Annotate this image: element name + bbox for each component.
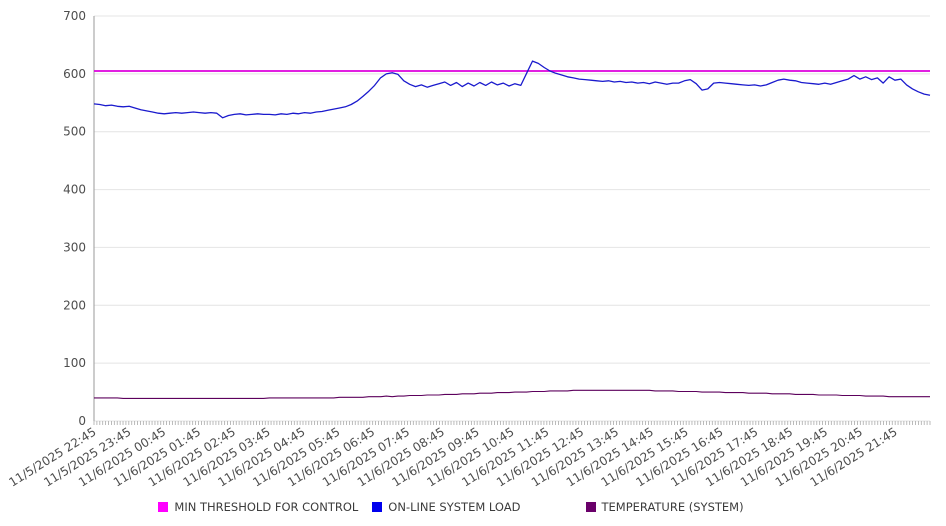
y-tick-label: 400 (63, 183, 86, 197)
legend-swatch-magenta-icon (158, 502, 169, 512)
legend-item-system-load[interactable]: ON-LINE SYSTEM LOAD (372, 500, 521, 514)
y-tick-label: 700 (63, 9, 86, 23)
y-tick-label: 500 (63, 125, 86, 139)
y-tick-label: 200 (63, 298, 86, 312)
series-line-2 (94, 389, 930, 399)
legend-item-min-threshold[interactable]: MIN THRESHOLD FOR CONTROL (158, 500, 358, 514)
legend-label-min-threshold: MIN THRESHOLD FOR CONTROL (174, 500, 359, 514)
legend-item-temperature[interactable]: TEMPERATURE (SYSTEM) (585, 500, 744, 514)
legend-swatch-blue-icon (372, 502, 383, 512)
legend-swatch-purple-icon (585, 502, 596, 512)
y-tick-label: 0 (78, 414, 86, 428)
x-minor-ticks (93, 421, 931, 425)
legend-label-system-load: ON-LINE SYSTEM LOAD (388, 500, 521, 514)
legend-label-temperature: TEMPERATURE (SYSTEM) (601, 500, 744, 514)
y-tick-label: 100 (63, 356, 86, 370)
series-line-1 (93, 60, 931, 119)
chart-legend: MIN THRESHOLD FOR CONTROL ON-LINE SYSTEM… (0, 496, 924, 518)
y-tick-label: 600 (63, 67, 86, 81)
y-tick-label: 300 (63, 240, 86, 254)
